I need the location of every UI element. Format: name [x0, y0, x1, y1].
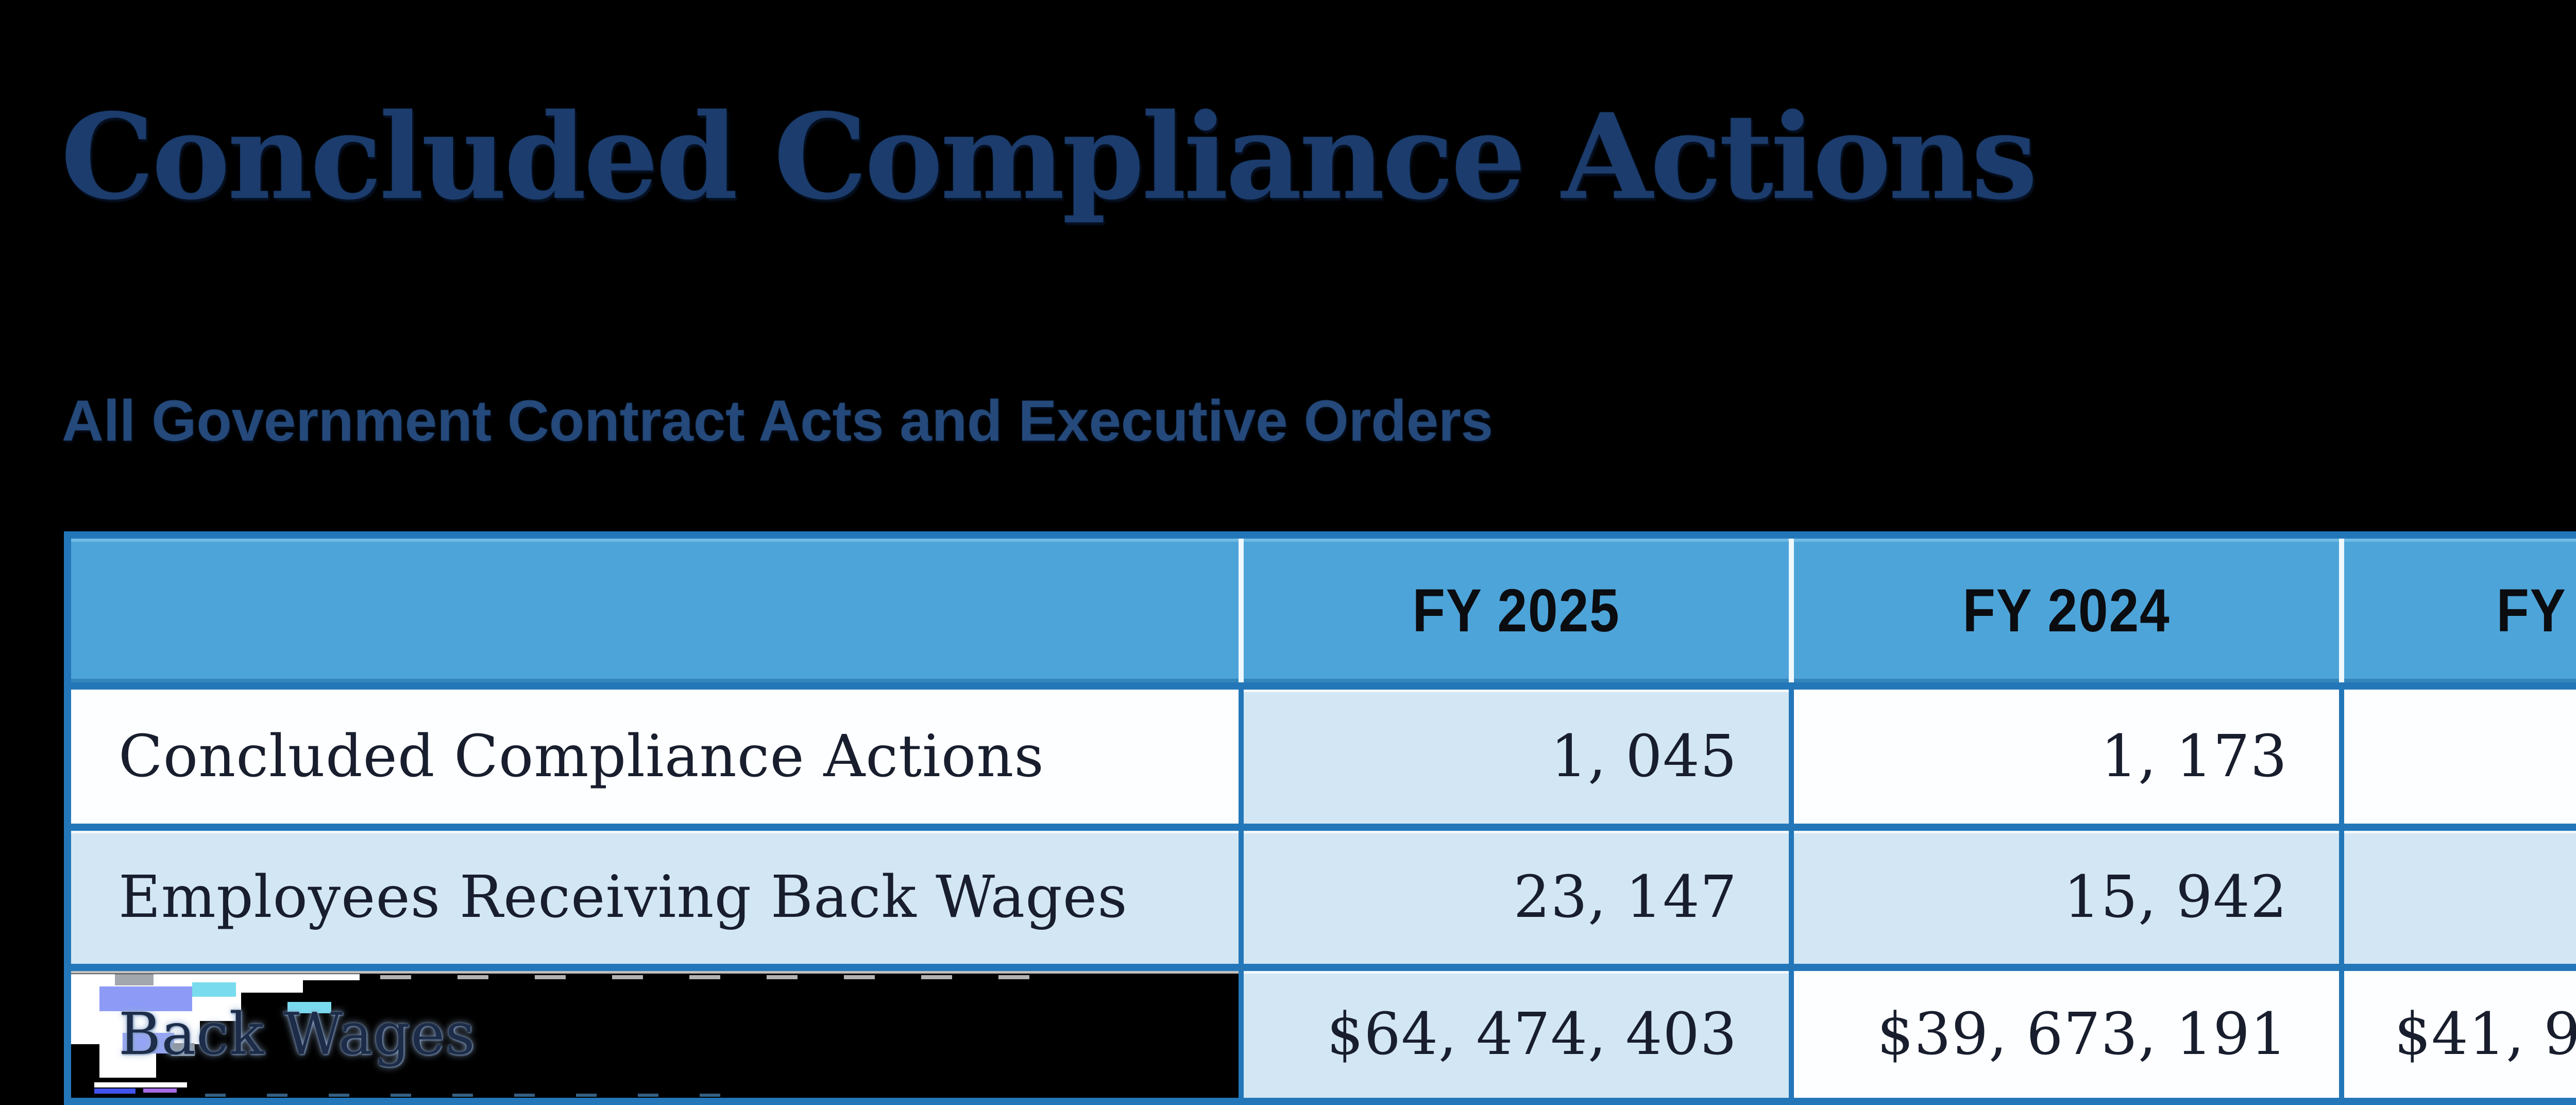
transparency-artifact-periwinkle [99, 986, 192, 1011]
transparency-artifact-gray [172, 1043, 195, 1056]
row-label-text: Back Wages [118, 1001, 476, 1068]
transparency-artifact-cyan [287, 1002, 331, 1013]
cell-employees-fy2024: 15, 942 [1789, 824, 2339, 964]
transparency-artifact-bottom-blue [94, 1089, 135, 1094]
row-label-text: Employees Receiving Back Wages [118, 864, 1128, 931]
section-subtitle: All Government Contract Acts and Executi… [62, 389, 1493, 453]
transparency-artifact-bottom-dashes [205, 1094, 746, 1097]
row-label-concluded-compliance-actions: Concluded Compliance Actions [71, 682, 1239, 824]
header-cell-fy2024: FY 2024 [1789, 539, 2339, 682]
cell-concluded-fy2025: 1, 045 [1239, 682, 1789, 824]
cell-value-text: 1, 045 [1550, 723, 1737, 790]
cell-concluded-fy2023: 1, 201 [2339, 682, 2576, 824]
page-title: Concluded Compliance Actions [61, 88, 2038, 226]
cell-value-text: $41, 945, 607 [2394, 1001, 2576, 1068]
header-cell-fy2023: FY 2023 [2339, 539, 2576, 682]
transparency-artifact-cyan [192, 982, 236, 997]
cell-back-wages-fy2023: $41, 945, 607 [2339, 964, 2576, 1098]
transparency-artifact-periwinkle [123, 1033, 174, 1053]
header-cell-blank [71, 539, 1239, 682]
cell-back-wages-fy2024: $39, 673, 191 [1789, 964, 2339, 1098]
header-fy2025-label: FY 2025 [1412, 576, 1620, 645]
row-label-employees-receiving-back-wages: Employees Receiving Back Wages [71, 824, 1239, 964]
cell-value-text: 1, 173 [2100, 723, 2287, 790]
transparency-artifact-bottom-white [94, 1082, 187, 1087]
transparency-artifact-gray [115, 974, 154, 985]
row-label-text: Concluded Compliance Actions [118, 723, 1044, 790]
cell-value-text: 23, 147 [1513, 864, 1737, 931]
cell-concluded-fy2024: 1, 173 [1789, 682, 2339, 824]
cell-employees-fy2025: 23, 147 [1239, 824, 1789, 964]
cell-value-text: $39, 673, 191 [1877, 1001, 2287, 1068]
cell-back-wages-fy2025: $64, 474, 403 [1239, 964, 1789, 1098]
cell-employees-fy2023: 19, 390 [2339, 824, 2576, 964]
cell-value-text: 15, 942 [2063, 864, 2287, 931]
compliance-actions-table: FY 2025 FY 2024 FY 2023 Concluded Compli… [64, 531, 2576, 1105]
row-label-back-wages: Back Wages [71, 964, 1239, 1098]
header-fy2024-label: FY 2024 [1962, 576, 2171, 645]
header-cell-fy2025: FY 2025 [1239, 539, 1789, 682]
transparency-artifact-dashed-line [303, 975, 1050, 979]
transparency-artifact-bottom-purple [143, 1089, 177, 1093]
cell-value-text: $64, 474, 403 [1327, 1001, 1737, 1068]
header-fy2023-label: FY 2023 [2496, 576, 2576, 645]
